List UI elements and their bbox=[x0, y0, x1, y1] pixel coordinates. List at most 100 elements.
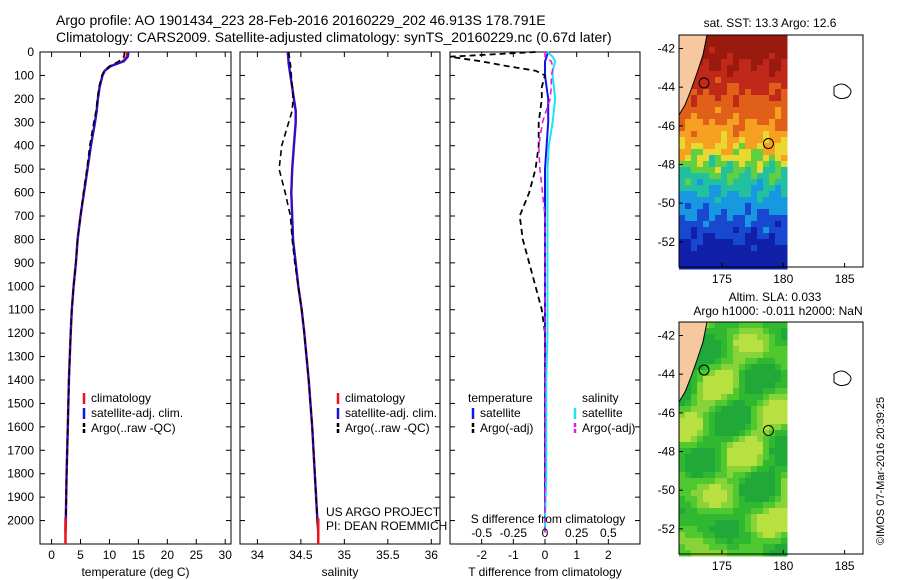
raster-cell bbox=[697, 418, 704, 425]
raster-cell bbox=[745, 370, 752, 377]
raster-cell bbox=[691, 460, 698, 467]
raster-cell bbox=[721, 53, 728, 60]
project-annotation: PI: DEAN ROEMMICH bbox=[326, 519, 447, 533]
raster-cell bbox=[745, 424, 752, 431]
x-tick-label: 175 bbox=[712, 272, 732, 286]
raster-cell bbox=[727, 490, 734, 497]
raster-cell bbox=[757, 508, 764, 515]
raster-cell bbox=[697, 496, 704, 503]
raster-cell bbox=[775, 490, 782, 497]
raster-cell bbox=[685, 448, 692, 455]
sla-map-title: Altim. SLA: 0.033 bbox=[729, 290, 822, 304]
raster-cell bbox=[715, 406, 722, 413]
raster-cell bbox=[769, 496, 776, 503]
raster-cell bbox=[727, 550, 734, 557]
raster-cell bbox=[757, 472, 764, 479]
raster-cell bbox=[775, 520, 782, 527]
raster-cell bbox=[751, 47, 758, 54]
raster-cell bbox=[691, 526, 698, 533]
raster-cell bbox=[727, 161, 734, 168]
raster-cell bbox=[691, 191, 698, 198]
raster-cell bbox=[715, 532, 722, 539]
raster-cell bbox=[679, 484, 686, 491]
raster-cell bbox=[733, 514, 740, 521]
raster-cell bbox=[697, 65, 704, 72]
raster-cell bbox=[763, 203, 770, 210]
y-tick-label: 600 bbox=[14, 186, 34, 200]
raster-cell bbox=[751, 35, 758, 42]
raster-cell bbox=[685, 382, 692, 389]
sla-map-subtitle: Argo h1000: -0.011 h2000: NaN bbox=[693, 304, 862, 318]
raster-cell bbox=[697, 508, 704, 515]
raster-cell bbox=[781, 496, 788, 503]
raster-cell bbox=[757, 173, 764, 180]
raster-cell bbox=[715, 263, 722, 270]
y-tick-label: -46 bbox=[658, 119, 676, 133]
raster-cell bbox=[727, 89, 734, 96]
raster-cell bbox=[715, 502, 722, 509]
raster-cell bbox=[745, 484, 752, 491]
raster-cell bbox=[703, 125, 710, 132]
raster-cell bbox=[739, 167, 746, 174]
raster-cell bbox=[703, 131, 710, 138]
raster-cell bbox=[739, 239, 746, 246]
raster-cell bbox=[769, 47, 776, 54]
raster-cell bbox=[745, 209, 752, 216]
raster-cell bbox=[763, 113, 770, 120]
top-x-tick-label: 0.5 bbox=[600, 526, 617, 540]
raster-cell bbox=[757, 149, 764, 156]
raster-cell bbox=[739, 430, 746, 437]
raster-cell bbox=[763, 89, 770, 96]
y-tick-label: 700 bbox=[14, 209, 34, 223]
raster-cell bbox=[685, 221, 692, 228]
raster-cell bbox=[727, 406, 734, 413]
raster-cell bbox=[769, 89, 776, 96]
raster-cell bbox=[775, 550, 782, 557]
raster-cell bbox=[775, 544, 782, 551]
raster-cell bbox=[721, 538, 728, 545]
raster-cell bbox=[727, 394, 734, 401]
raster-cell bbox=[757, 376, 764, 383]
raster-cell bbox=[757, 424, 764, 431]
raster-cell bbox=[775, 35, 782, 42]
raster-cell bbox=[721, 406, 728, 413]
raster-cell bbox=[745, 466, 752, 473]
raster-cell bbox=[709, 107, 716, 114]
raster-cell bbox=[697, 191, 704, 198]
raster-cell bbox=[709, 251, 716, 258]
x-tick-label: -2 bbox=[476, 548, 487, 562]
sst-map: 175 180 185 -42 -44 -46 -48 -50 -52 bbox=[658, 34, 864, 286]
raster-cell bbox=[715, 478, 722, 485]
raster-cell bbox=[721, 83, 728, 90]
raster-cell bbox=[733, 412, 740, 419]
raster-cell bbox=[703, 251, 710, 258]
raster-cell bbox=[715, 472, 722, 479]
raster-cell bbox=[745, 155, 752, 162]
raster-cell bbox=[691, 490, 698, 497]
raster-cell bbox=[763, 77, 770, 84]
raster-cell bbox=[733, 478, 740, 485]
raster-cell bbox=[733, 35, 740, 42]
raster-cell bbox=[781, 59, 788, 66]
raster-cell bbox=[757, 191, 764, 198]
raster-cell bbox=[703, 460, 710, 467]
raster-cell bbox=[745, 358, 752, 365]
raster-cell bbox=[715, 454, 722, 461]
raster-cell bbox=[715, 35, 722, 42]
raster-cell bbox=[757, 538, 764, 545]
raster-cell bbox=[757, 460, 764, 467]
raster-cell bbox=[745, 448, 752, 455]
raster-cell bbox=[721, 502, 728, 509]
raster-cell bbox=[685, 490, 692, 497]
raster-cell bbox=[757, 155, 764, 162]
raster-cell bbox=[751, 89, 758, 96]
raster-cell bbox=[739, 508, 746, 515]
sla-map-frame bbox=[678, 321, 864, 555]
raster-cell bbox=[757, 358, 764, 365]
raster-cell bbox=[721, 532, 728, 539]
raster-cell bbox=[769, 227, 776, 234]
raster-cell bbox=[721, 322, 728, 329]
raster-cell bbox=[727, 203, 734, 210]
raster-cell bbox=[757, 125, 764, 132]
raster-cell bbox=[727, 328, 734, 335]
